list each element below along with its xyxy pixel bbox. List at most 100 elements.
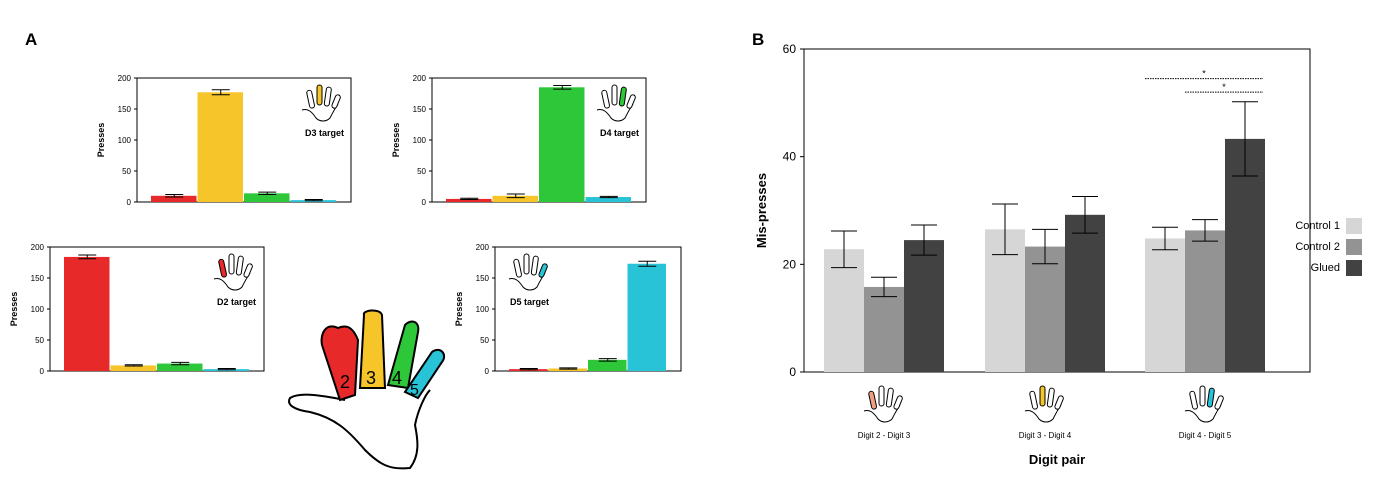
y-tick-label: 100 [476, 305, 490, 314]
finger-4 [1046, 387, 1055, 408]
palm-outline [863, 404, 901, 423]
finger-d2 [320, 325, 360, 402]
y-tick-label: 200 [476, 243, 490, 252]
finger-2 [306, 89, 315, 109]
x-axis-label: Digit pair [1029, 452, 1085, 467]
finger-4 [530, 255, 539, 276]
finger-4 [1206, 387, 1215, 408]
finger-5 [1214, 395, 1224, 410]
palm-outline [1024, 404, 1062, 423]
finger-4 [235, 255, 244, 276]
y-tick-label: 150 [413, 105, 427, 114]
palm-outline [1184, 404, 1222, 423]
bar-d5 [627, 263, 666, 371]
target-label: D3 target [305, 128, 344, 138]
bar-glued [904, 240, 944, 372]
y-tick-label: 0 [127, 198, 132, 207]
digit-label-3: 3 [366, 368, 376, 388]
finger-3 [1199, 385, 1206, 407]
y-tick-label: 100 [413, 136, 427, 145]
x-tick-label: Digit 2 - Digit 3 [858, 431, 911, 440]
y-tick-label: 150 [476, 274, 490, 283]
finger-5 [626, 94, 636, 109]
bar-d4 [244, 193, 290, 202]
digit-label-5: 5 [410, 382, 419, 399]
legend-swatch-control-1 [1346, 218, 1362, 234]
legend-label-glued: Glued [1311, 262, 1340, 274]
y-tick-label: 150 [31, 274, 45, 283]
y-tick-label: 40 [783, 150, 797, 164]
hand-diagram: 2 3 4 5 [288, 309, 446, 470]
finger-2 [601, 89, 610, 109]
bar-glued [1225, 138, 1265, 372]
hand-icon [1024, 385, 1064, 423]
finger-4 [323, 86, 332, 107]
y-axis-label: Presses [9, 292, 19, 327]
y-tick-label: 50 [122, 167, 131, 176]
legend-label-control-1: Control 1 [1295, 220, 1340, 232]
legend-swatch-control-2 [1346, 239, 1362, 255]
bar-d5 [585, 197, 631, 202]
y-axis-label: Presses [454, 292, 464, 327]
finger-4 [618, 86, 627, 107]
panel-label-b: B [752, 30, 764, 49]
chart-d5: 0 50 100 150 200 Presses D5 target [454, 243, 682, 376]
panel-label-a: A [25, 30, 37, 49]
bar-d3 [110, 365, 156, 371]
palm-outline [596, 103, 634, 122]
hand-icon [863, 385, 903, 423]
palm-outline [288, 389, 431, 470]
finger-2 [1189, 390, 1198, 410]
bar-control-2 [1185, 230, 1225, 372]
legend-label-control-2: Control 2 [1295, 241, 1340, 253]
y-axis-label: Mis-presses [754, 173, 769, 248]
palm-outline [301, 103, 339, 122]
legend-swatch-glued [1346, 260, 1362, 276]
y-tick-label: 0 [40, 367, 45, 376]
finger-5 [538, 263, 548, 278]
y-tick-label: 100 [31, 305, 45, 314]
chart-d3: 0 50 100 150 200 Presses D3 target [96, 74, 352, 207]
bar-d2 [446, 198, 492, 202]
finger-5 [331, 94, 341, 109]
y-tick-label: 200 [413, 74, 427, 83]
finger-2 [513, 258, 522, 278]
finger-3 [228, 253, 235, 275]
significance-marker: * [1222, 82, 1226, 92]
finger-3 [316, 84, 323, 106]
finger-d4 [386, 320, 420, 390]
bar-d3 [492, 195, 538, 202]
bar-d3 [197, 92, 243, 202]
y-tick-label: 50 [417, 167, 426, 176]
y-tick-label: 200 [31, 243, 45, 252]
bar-d4 [588, 359, 627, 371]
hand-icon [1184, 385, 1224, 423]
bar-control-1 [824, 249, 864, 372]
finger-3 [1039, 385, 1046, 407]
bar-glued [1065, 214, 1105, 372]
digit-label-4: 4 [392, 368, 402, 388]
bar-d3 [548, 368, 587, 371]
finger-d3 [358, 309, 387, 389]
y-tick-label: 0 [789, 365, 796, 379]
finger-3 [878, 385, 885, 407]
y-tick-label: 50 [35, 336, 44, 345]
y-tick-label: 20 [783, 257, 797, 271]
y-tick-label: 60 [783, 42, 797, 56]
bar-control-1 [1145, 238, 1185, 372]
finger-3 [611, 84, 618, 106]
y-tick-label: 200 [118, 74, 132, 83]
bar-control-2 [864, 286, 904, 372]
y-axis-label: Presses [96, 123, 106, 158]
significance-marker: * [1202, 69, 1206, 79]
finger-5 [893, 395, 903, 410]
chart-d2: 0 50 100 150 200 Presses D2 target [9, 243, 265, 376]
finger-d5 [403, 348, 446, 400]
y-tick-label: 0 [422, 198, 427, 207]
bar-control-2 [1025, 246, 1065, 372]
finger-2 [868, 390, 877, 410]
target-label: D5 target [510, 297, 549, 307]
finger-2 [218, 258, 227, 278]
y-tick-label: 150 [118, 105, 132, 114]
